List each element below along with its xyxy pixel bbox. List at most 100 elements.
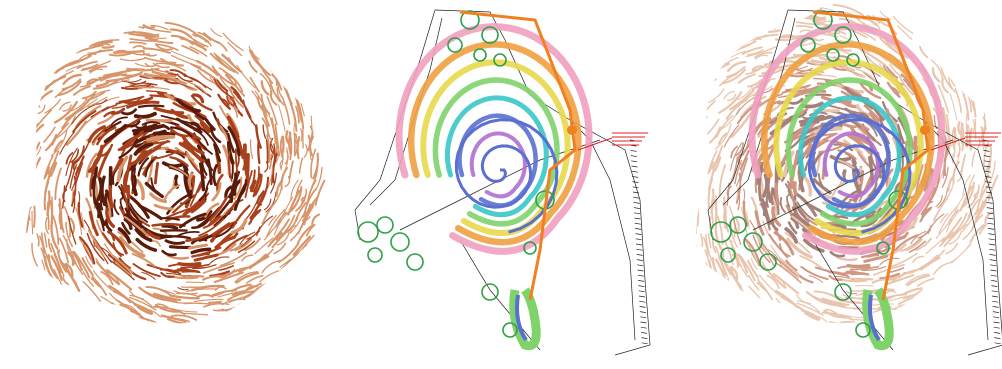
plan-tick xyxy=(639,311,646,313)
plan-tick xyxy=(636,254,643,256)
green-circle xyxy=(834,283,852,301)
plan-tick xyxy=(987,217,994,220)
plan-tick xyxy=(987,222,994,225)
plan-tick xyxy=(992,311,999,313)
contour-tail xyxy=(862,287,894,351)
plan-tick xyxy=(990,269,997,272)
contour-ring xyxy=(785,77,913,227)
green-circle xyxy=(813,10,833,30)
green-circle xyxy=(710,221,732,243)
plan-tick xyxy=(636,259,643,261)
green-circle xyxy=(473,48,487,62)
plan-tick xyxy=(633,202,640,204)
green-circle xyxy=(357,221,379,243)
plan-tick xyxy=(638,285,645,287)
green-circle xyxy=(729,216,747,234)
plan-tick xyxy=(992,306,999,308)
plan-tick xyxy=(635,238,642,241)
plan-tick xyxy=(631,170,638,173)
contour-rings xyxy=(395,23,593,351)
plan-line xyxy=(707,9,789,241)
plan-tick xyxy=(983,155,990,157)
plan-tick xyxy=(991,280,998,282)
green-circle xyxy=(523,241,537,255)
plan-tick xyxy=(631,160,638,163)
plan-tick xyxy=(641,332,648,334)
green-circle xyxy=(481,283,499,301)
plan-tick xyxy=(630,150,637,152)
plan-tick xyxy=(989,254,996,256)
plan-tick xyxy=(992,300,999,303)
plan-tick xyxy=(632,176,639,178)
plan-tick xyxy=(633,196,640,199)
plan-tick xyxy=(993,316,1000,319)
green-circle xyxy=(826,48,840,62)
red-note-leader xyxy=(930,137,966,151)
green-circle xyxy=(481,26,499,44)
plan-tick xyxy=(640,316,647,319)
contour-ring xyxy=(798,95,902,218)
green-circle xyxy=(376,216,394,234)
contour-ring xyxy=(432,77,560,227)
plan-tick xyxy=(639,300,646,303)
green-circle xyxy=(876,241,890,255)
plan-tick xyxy=(991,295,999,298)
red-note xyxy=(930,132,1001,151)
contour-ring xyxy=(420,59,571,237)
green-circle xyxy=(406,253,424,271)
plan-tick xyxy=(985,176,992,178)
plan-tick xyxy=(993,321,1000,324)
plan-tick xyxy=(986,202,993,204)
contour-plan-panel xyxy=(330,0,670,369)
orange-path xyxy=(812,10,930,301)
plan-tick xyxy=(990,264,997,267)
red-note xyxy=(577,132,648,151)
plan-tick xyxy=(986,207,993,209)
plan-line xyxy=(812,239,894,351)
green-circle xyxy=(447,37,463,53)
plan-tick xyxy=(988,243,996,246)
green-circle xyxy=(720,247,736,263)
flow-field-drawing xyxy=(25,21,326,324)
plan-tick xyxy=(632,191,640,194)
plan-tick xyxy=(635,243,643,246)
contour-plan-drawing xyxy=(354,9,651,356)
plan-tick xyxy=(990,274,997,277)
plan-line xyxy=(569,119,636,341)
flow-field-panel xyxy=(0,0,335,369)
plan-tick xyxy=(638,295,646,298)
contour-ring xyxy=(748,23,946,255)
green-circle xyxy=(834,26,852,44)
plan-tick xyxy=(640,326,647,329)
contour-ring xyxy=(469,131,527,199)
plan-tick xyxy=(985,191,993,194)
plan-tick xyxy=(634,217,641,220)
plan-tick xyxy=(986,196,993,199)
contour-tail xyxy=(868,294,881,342)
plan-tick xyxy=(637,274,644,277)
contour-plan-overlay xyxy=(707,9,1002,356)
plan-tick xyxy=(991,285,998,287)
plan-tick xyxy=(988,233,995,235)
green-circle xyxy=(846,53,860,67)
plan-tick xyxy=(630,155,637,157)
green-circle xyxy=(800,37,816,53)
plan-tick xyxy=(632,181,639,183)
plan-tick xyxy=(641,342,648,345)
plan-tick xyxy=(641,337,648,339)
green-circle xyxy=(460,10,480,30)
contour-rings xyxy=(748,23,946,351)
plan-tick xyxy=(983,150,990,152)
plan-tick xyxy=(633,207,640,209)
plan-line xyxy=(922,119,989,341)
plan-tick xyxy=(638,280,645,282)
plan-tick xyxy=(994,342,1001,345)
green-circle xyxy=(855,322,871,338)
plan-tick xyxy=(639,306,646,308)
green-circle xyxy=(743,232,763,252)
plan-tick xyxy=(637,269,644,272)
plan-tick xyxy=(635,233,642,235)
red-note-leader xyxy=(577,137,613,151)
plan-tick xyxy=(993,326,1000,329)
contour-plan xyxy=(354,9,651,356)
